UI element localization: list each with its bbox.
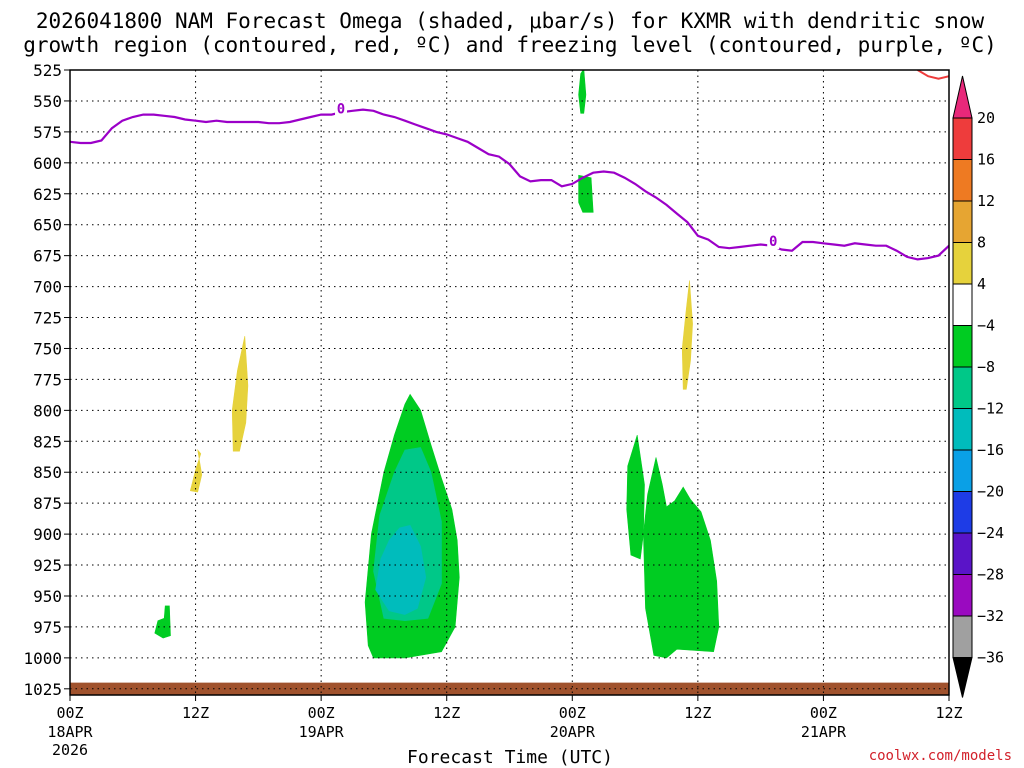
y-tick-label: 675 — [33, 247, 62, 266]
y-tick-label: 900 — [33, 525, 62, 544]
x-tick-label: 12Z — [182, 704, 209, 722]
colorbar-label: −36 — [977, 649, 1004, 667]
freezing-level-label: 0 — [769, 234, 777, 250]
chart-title-line2: growth region (contoured, red, ºC) and f… — [23, 33, 997, 57]
x-tick-label: 00Z — [308, 704, 335, 722]
plot-frame — [69, 69, 950, 696]
colorbar-label: 20 — [977, 109, 995, 127]
omega-region-0 — [189, 448, 203, 493]
colorbar-segment — [952, 283, 973, 326]
colorbar-label: −16 — [977, 441, 1004, 459]
y-tick-label: 725 — [33, 309, 62, 328]
y-axis: 525 550 575 600 625 650 675 700 725 750 775 800 825 8… — [23, 61, 70, 699]
omega-region-4 — [578, 174, 594, 213]
colorbar-segment — [952, 449, 973, 492]
freezing-label-bg — [335, 100, 348, 117]
x-tick-label: 00Z — [559, 704, 586, 722]
y-tick-label: 875 — [33, 494, 62, 513]
grid-lines — [70, 70, 949, 695]
y-tick-label: 750 — [33, 339, 62, 358]
y-tick-label: 950 — [33, 587, 62, 606]
colorbar-label: −28 — [977, 566, 1004, 584]
omega-region-9 — [626, 435, 645, 560]
y-tick-label: 600 — [33, 154, 62, 173]
colorbar-label: −24 — [977, 524, 1004, 542]
x-tick-date: 18APR — [47, 723, 93, 741]
y-tick-label: 975 — [33, 618, 62, 637]
colorbar: 20 16 12 8 4 −4 −8 −12 −16 −20 −24 −28 −32 −36 — [952, 75, 1004, 698]
y-tick-label: 800 — [33, 401, 62, 420]
y-tick-label: 825 — [33, 432, 62, 451]
y-tick-label: 700 — [33, 278, 62, 297]
y-tick-label: 525 — [33, 61, 62, 80]
colorbar-segment — [952, 574, 973, 617]
x-tick-label: 12Z — [684, 704, 711, 722]
y-tick-label: 550 — [33, 92, 62, 111]
x-tick-date: 21APR — [801, 723, 847, 741]
colorbar-top-arrow — [952, 75, 973, 119]
y-tick-label: 625 — [33, 185, 62, 204]
freezing-label-bg — [767, 233, 780, 250]
omega-region-3 — [578, 70, 587, 114]
y-tick-label: 575 — [33, 123, 62, 142]
colorbar-label: −12 — [977, 400, 1004, 418]
colorbar-segment — [952, 491, 973, 534]
x-tick-date: 20APR — [550, 723, 596, 741]
colorbar-bottom-arrow — [952, 657, 973, 698]
colorbar-label: 12 — [977, 192, 995, 210]
credit-text: coolwx.com/models — [869, 748, 1012, 764]
colorbar-segment — [952, 366, 973, 409]
omega-region-1 — [231, 336, 249, 452]
chart-title-line1: 2026041800 NAM Forecast Omega (shaded, μ… — [36, 9, 985, 33]
colorbar-segment — [952, 408, 973, 451]
x-tick-year: 2026 — [52, 741, 88, 759]
omega-region-5 — [154, 605, 171, 639]
y-tick-label: 1000 — [23, 649, 62, 668]
x-tick-label: 00Z — [810, 704, 837, 722]
x-tick-date: 19APR — [299, 723, 345, 741]
colorbar-segment — [952, 615, 973, 658]
colorbar-label: 8 — [977, 234, 986, 252]
colorbar-segment — [952, 117, 973, 160]
freezing-level-label: 0 — [337, 102, 345, 118]
omega-shading-layer — [154, 70, 720, 659]
y-tick-label: 925 — [33, 556, 62, 575]
surface-terrain-layer — [70, 682, 949, 695]
colorbar-label: 4 — [977, 275, 986, 293]
colorbar-segment — [952, 532, 973, 575]
y-tick-label: 775 — [33, 370, 62, 389]
colorbar-label: −8 — [977, 358, 995, 376]
x-tick-label: 12Z — [433, 704, 460, 722]
colorbar-segment — [952, 325, 973, 368]
colorbar-label: 16 — [977, 151, 995, 169]
omega-region-2 — [681, 280, 693, 390]
colorbar-label: −20 — [977, 483, 1004, 501]
colorbar-segment — [952, 200, 973, 243]
y-tick-label: 850 — [33, 463, 62, 482]
omega-region-10 — [643, 457, 720, 659]
omega-region-8 — [375, 525, 427, 615]
dendritic-growth-line — [917, 70, 949, 80]
colorbar-segment — [952, 242, 973, 285]
surface-terrain — [70, 682, 949, 695]
x-axis-label: Forecast Time (UTC) — [407, 747, 613, 768]
colorbar-segment — [952, 159, 973, 202]
y-tick-label: 1025 — [23, 680, 62, 699]
colorbar-label: −4 — [977, 317, 995, 335]
freezing-level-line — [70, 108, 949, 261]
y-tick-label: 650 — [33, 216, 62, 235]
colorbar-label: −32 — [977, 607, 1004, 625]
x-tick-label: 00Z — [56, 704, 83, 722]
x-tick-label: 12Z — [935, 704, 962, 722]
contour-layer: 00 — [70, 70, 949, 261]
